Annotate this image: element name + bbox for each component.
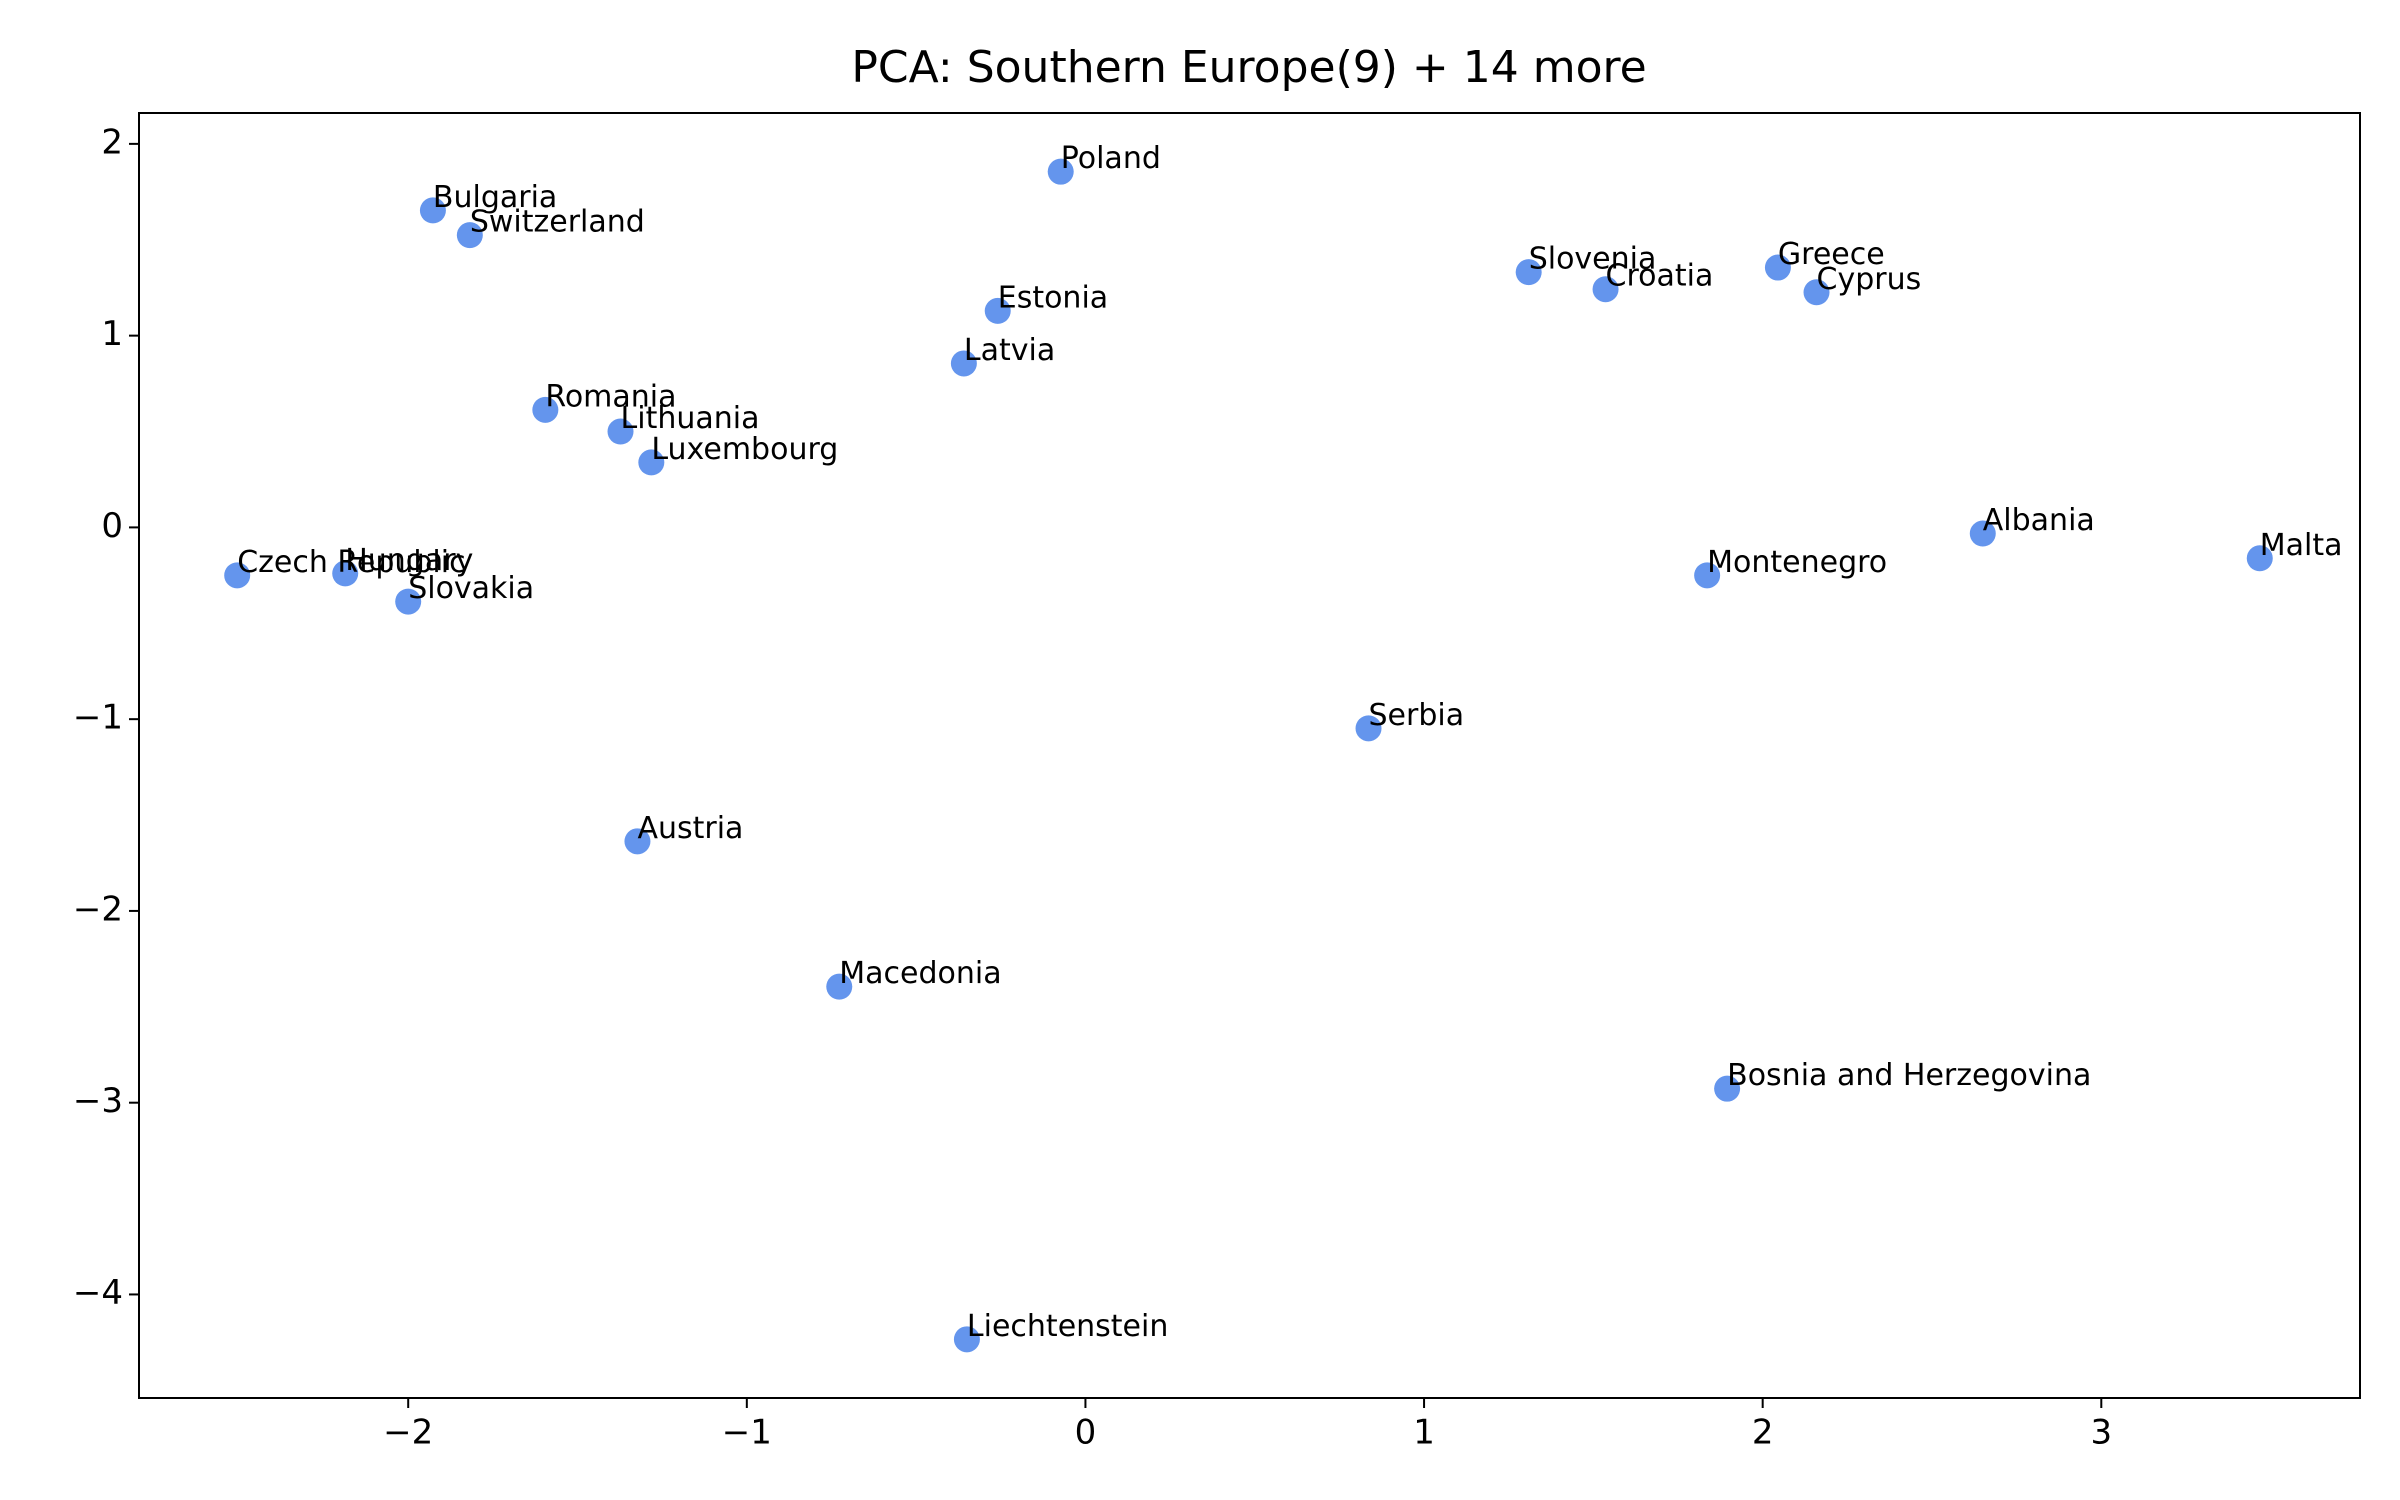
- point-label: Serbia: [1369, 698, 1465, 733]
- point-label: Greece: [1778, 237, 1885, 272]
- point-label: Croatia: [1606, 259, 1714, 294]
- y-tick-label: −4: [73, 1273, 123, 1313]
- point-label: Poland: [1061, 141, 1161, 176]
- y-tick-label: 0: [101, 506, 123, 546]
- point: [984, 297, 1011, 324]
- point: [1969, 520, 1996, 547]
- point-label: Albania: [1983, 503, 2095, 538]
- y-tick-label: 1: [101, 314, 123, 354]
- point-label: Bosnia and Herzegovina: [1727, 1058, 2091, 1093]
- point: [624, 828, 651, 855]
- point-label: Hungary: [345, 543, 473, 578]
- chart-title: PCA: Southern Europe(9) + 14 more: [851, 42, 1646, 93]
- x-tick-label: −1: [722, 1413, 772, 1453]
- y-tick-label: 2: [101, 122, 123, 162]
- point: [1803, 279, 1830, 306]
- point: [950, 350, 977, 377]
- point: [953, 1326, 980, 1353]
- point-label: Switzerland: [470, 205, 645, 240]
- point-label: Slovakia: [408, 571, 534, 606]
- x-tick-label: 1: [1413, 1413, 1435, 1453]
- point: [1694, 562, 1721, 589]
- point-label: Cyprus: [1817, 262, 1922, 297]
- point-label: Slovenia: [1529, 242, 1657, 277]
- point: [532, 396, 559, 423]
- point: [826, 973, 853, 1000]
- point-label: Latvia: [964, 333, 1055, 368]
- point: [395, 588, 422, 615]
- point: [1515, 259, 1542, 286]
- x-tick-label: 3: [2090, 1413, 2112, 1453]
- plot-frame: [138, 112, 2361, 1399]
- point: [1592, 276, 1619, 303]
- x-tick-label: −2: [383, 1413, 433, 1453]
- point: [1764, 254, 1791, 281]
- point-label: Estonia: [998, 280, 1108, 315]
- point: [638, 449, 665, 476]
- y-tick-label: −1: [73, 698, 123, 738]
- point: [224, 562, 251, 589]
- point-label: Luxembourg: [651, 432, 838, 467]
- point: [1355, 715, 1382, 742]
- point-label: Romania: [545, 379, 676, 414]
- point: [456, 222, 483, 249]
- point-label: Lithuania: [621, 401, 760, 436]
- y-tick-label: −3: [73, 1081, 123, 1121]
- point-label: Montenegro: [1707, 545, 1887, 580]
- x-tick-label: 2: [1752, 1413, 1774, 1453]
- point: [2246, 545, 2273, 572]
- point-label: Liechtenstein: [967, 1309, 1168, 1344]
- point: [419, 197, 446, 224]
- point: [332, 560, 359, 587]
- point-label: Malta: [2260, 528, 2343, 563]
- point-label: Czech Republic: [237, 545, 465, 580]
- point-label: Bulgaria: [433, 180, 557, 215]
- y-tick-label: −2: [73, 889, 123, 929]
- point: [1714, 1075, 1741, 1102]
- x-tick-label: 0: [1075, 1413, 1097, 1453]
- point-label: Macedonia: [839, 956, 1001, 991]
- point: [607, 418, 634, 445]
- point-label: Austria: [637, 811, 743, 846]
- point: [1047, 158, 1074, 185]
